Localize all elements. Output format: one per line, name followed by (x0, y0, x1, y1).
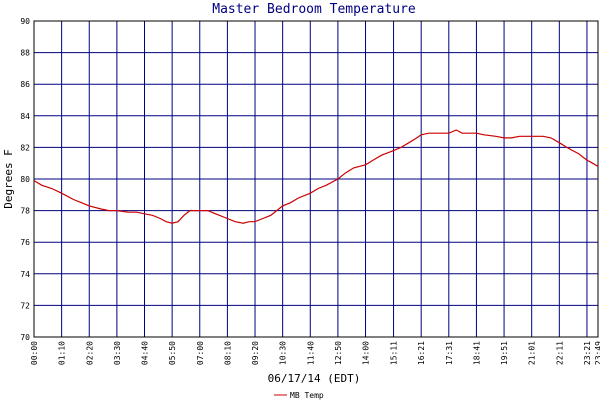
series-group (33, 129, 599, 224)
x-tick-label: 11:40 (306, 341, 315, 365)
x-tick-label: 08:10 (223, 341, 232, 365)
x-tick-label: 03:30 (113, 341, 122, 365)
x-tick-label: 18:41 (472, 341, 481, 365)
y-tick-labels: 70 72 74 76 78 80 82 84 86 88 90 (20, 17, 30, 342)
x-tick-label: 04:40 (141, 341, 150, 365)
y-tick-label: 88 (20, 49, 30, 58)
y-tick-label: 82 (20, 143, 30, 152)
x-tick-label: 07:00 (196, 341, 205, 365)
x-tick-label: 05:50 (168, 341, 177, 365)
x-tick-label: 16:21 (417, 341, 426, 365)
x-tick-label: 23:21 (583, 341, 592, 365)
y-tick-label: 76 (20, 238, 30, 247)
y-tick-label: 84 (20, 112, 30, 121)
x-axis-label: 06/17/14 (EDT) (268, 372, 361, 385)
x-tick-label: 00:00 (30, 341, 39, 365)
x-tick-label: 09:20 (251, 341, 260, 365)
x-tick-label: 19:51 (500, 341, 509, 365)
series-line-mb-temp (33, 129, 599, 224)
x-tick-label: 14:00 (362, 341, 371, 365)
legend: MB Temp (274, 391, 324, 400)
plot-area-border (33, 20, 599, 338)
x-tick-label: 02:20 (85, 341, 94, 365)
y-tick-label: 78 (20, 207, 30, 216)
chart-title: Master Bedroom Temperature (212, 2, 416, 17)
x-tick-label: 23:49 (594, 341, 600, 365)
y-tick-label: 86 (20, 80, 30, 89)
x-tick-labels: 00:00 01:10 02:20 03:30 04:40 05:50 07:00 08:10… (30, 341, 600, 365)
y-tick-label: 74 (20, 270, 30, 279)
x-tick-label: 15:11 (390, 341, 399, 365)
x-tick-label: 22:11 (555, 341, 564, 365)
x-tick-label: 01:10 (58, 341, 67, 365)
y-tick-label: 90 (20, 17, 30, 26)
x-tick-label: 12:50 (334, 341, 343, 365)
y-axis-label: Degrees F (2, 149, 15, 209)
legend-label: MB Temp (290, 391, 324, 400)
x-tick-label: 17:31 (445, 341, 454, 365)
x-tick-label: 21:01 (528, 341, 537, 365)
y-tick-label: 80 (20, 175, 30, 184)
y-tick-label: 70 (20, 333, 30, 342)
y-tick-label: 72 (20, 301, 30, 310)
x-tick-label: 10:30 (279, 341, 288, 365)
grid-lines (33, 20, 599, 338)
